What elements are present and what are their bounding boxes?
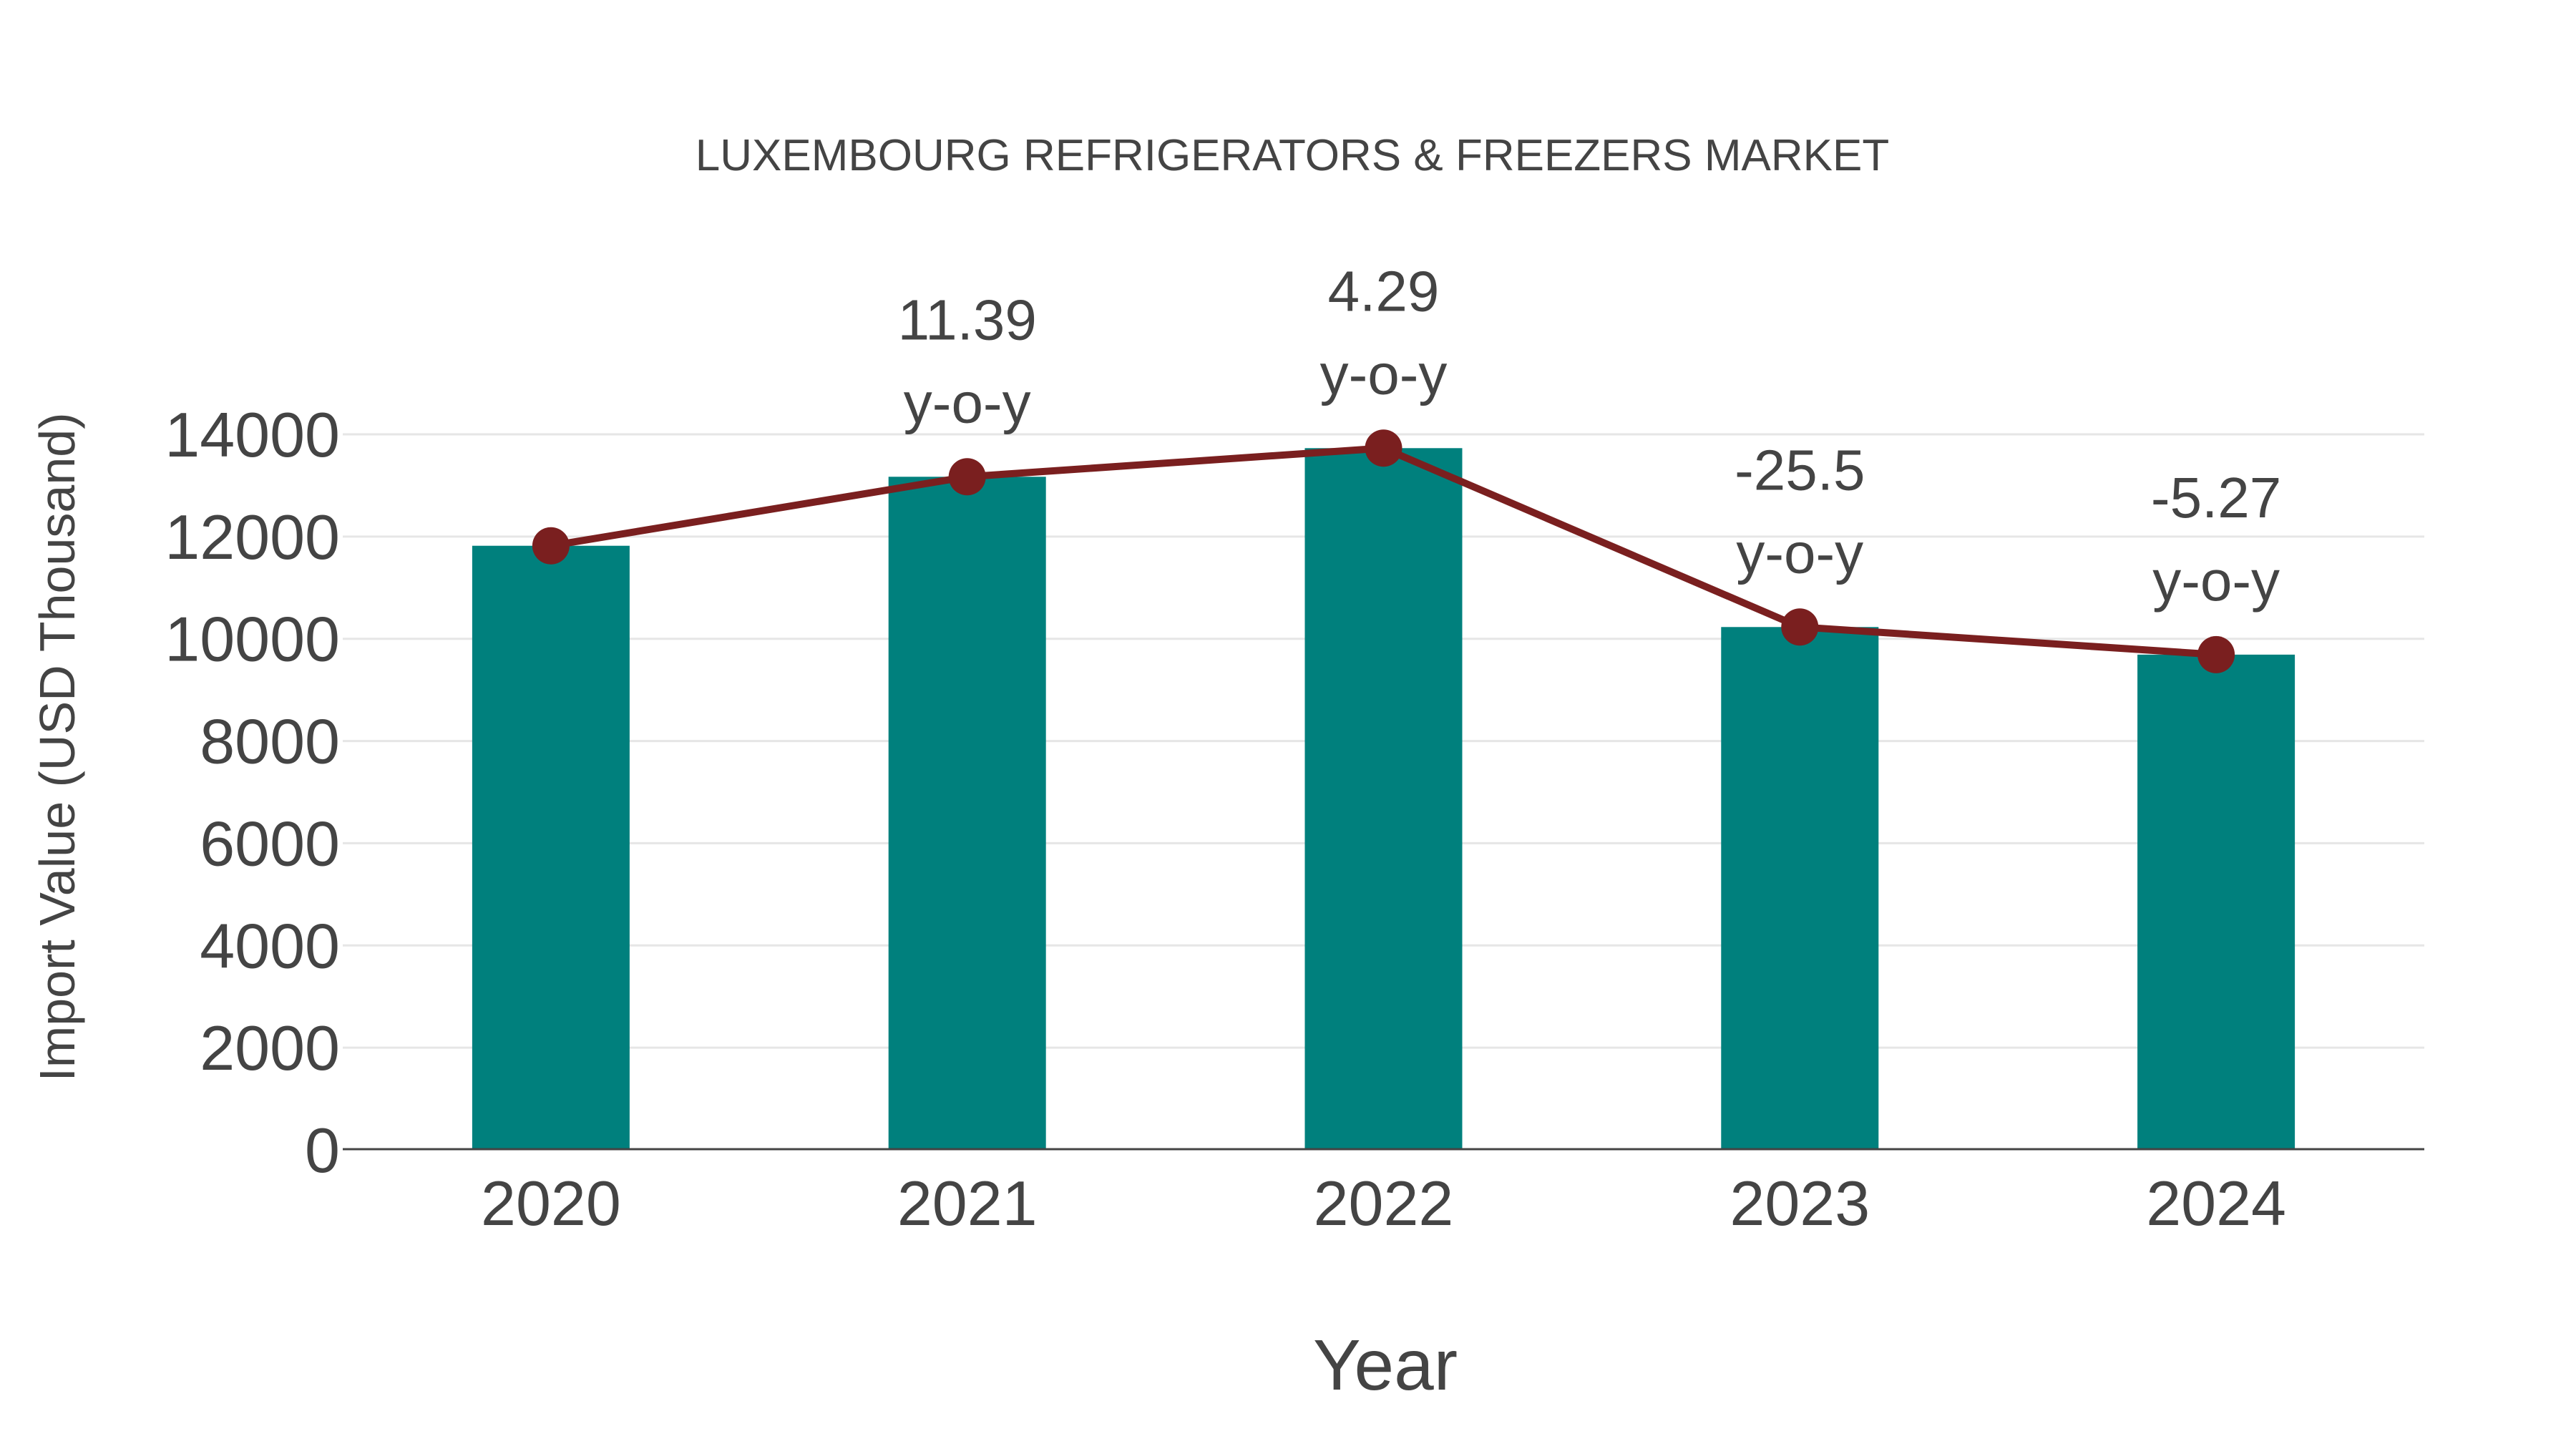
bar-2022 [1304, 448, 1463, 1150]
yoy-value: 4.29 [1328, 259, 1440, 323]
x-axis-title: Year [1313, 1325, 1458, 1405]
bars [472, 448, 2296, 1150]
yoy-annotation: 11.39 y-o-y [898, 288, 1037, 434]
bar-2020 [472, 545, 630, 1150]
data-point-marker [2197, 635, 2235, 673]
yoy-suffix: y-o-y [904, 371, 1031, 434]
yoy-suffix: y-o-y [2152, 549, 2280, 613]
x-tick-label: 2022 [1314, 1168, 1454, 1239]
bar-2021 [888, 477, 1046, 1150]
x-tick-label: 2021 [897, 1168, 1038, 1239]
yoy-value: -25.5 [1735, 438, 1865, 502]
y-tick-label: 10000 [165, 604, 340, 675]
data-point-marker [532, 527, 570, 565]
bar-2024 [2137, 654, 2296, 1150]
yoy-annotation: 4.29 y-o-y [1320, 259, 1448, 406]
data-point-marker [948, 458, 986, 496]
yoy-value: -5.27 [2151, 466, 2281, 530]
yoy-value: 11.39 [898, 288, 1037, 351]
data-point-marker [1781, 608, 1819, 646]
data-point-marker [1365, 429, 1402, 467]
chart-title: LUXEMBOURG REFRIGERATORS & FREEZERS MARK… [696, 131, 1890, 180]
y-axis-ticks: 0 2000 4000 6000 8000 10000 12000 14000 [165, 399, 340, 1186]
trend-line [532, 429, 2235, 673]
y-tick-label: 12000 [165, 502, 340, 572]
y-tick-label: 8000 [200, 706, 340, 777]
yoy-suffix: y-o-y [1320, 342, 1448, 406]
y-tick-label: 2000 [200, 1013, 340, 1083]
y-tick-label: 14000 [165, 399, 340, 470]
yoy-annotations: 11.39 y-o-y 4.29 y-o-y -25.5 y-o-y -5.27 y-o-y [898, 259, 2282, 613]
y-tick-label: 0 [305, 1115, 340, 1186]
x-tick-label: 2024 [2146, 1168, 2286, 1239]
x-axis-ticks: 2020 2021 2022 2023 2024 [481, 1168, 2286, 1239]
bar-2023 [1721, 627, 1879, 1150]
x-tick-label: 2020 [481, 1168, 621, 1239]
yoy-annotation: -25.5 y-o-y [1735, 438, 1865, 585]
x-tick-label: 2023 [1729, 1168, 1870, 1239]
y-tick-label: 6000 [200, 808, 340, 879]
yoy-suffix: y-o-y [1736, 521, 1863, 585]
yoy-annotation: -5.27 y-o-y [2151, 466, 2281, 613]
y-axis-title: Import Value (USD Thousand) [29, 412, 85, 1081]
y-tick-label: 4000 [200, 910, 340, 981]
